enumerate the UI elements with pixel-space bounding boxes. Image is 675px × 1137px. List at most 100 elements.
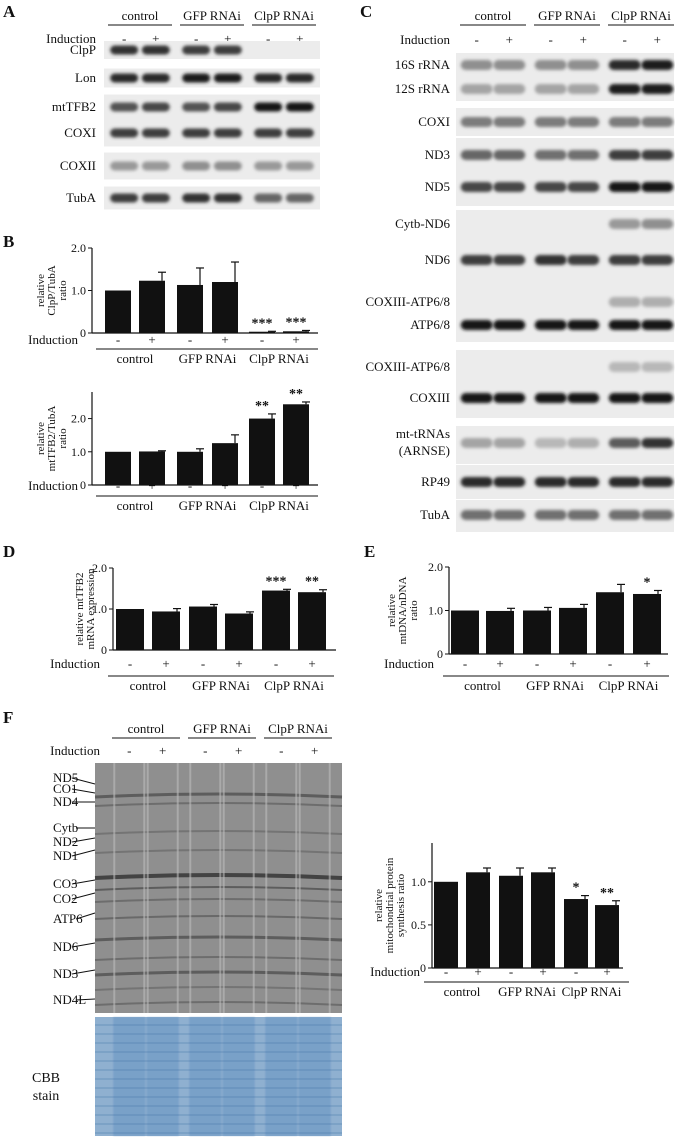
significance-label: *	[644, 575, 651, 590]
induction-sign: +	[292, 332, 299, 347]
induction-label: Induction	[28, 332, 78, 347]
induction-sign: +	[235, 743, 242, 758]
blot-A-2	[104, 94, 320, 120]
blot-band	[608, 84, 641, 94]
gel-label-pointer	[71, 777, 96, 785]
chart-E: 0 1.0 2.0 relative mtDNA/nDNA ratio *	[386, 560, 668, 661]
induction-sign: -	[188, 478, 192, 493]
induction-sign: +	[643, 656, 650, 671]
gel-label: ND6	[53, 939, 79, 954]
blot-band	[567, 438, 600, 448]
bar	[262, 590, 290, 650]
blot-band	[141, 102, 170, 112]
blot-C-2	[460, 117, 674, 127]
y-tick-label: 1.0	[71, 445, 86, 459]
bar	[283, 331, 309, 333]
blot-A-3	[104, 119, 320, 147]
blot-band	[141, 128, 170, 138]
group-label-B-bottom: control	[117, 498, 154, 513]
y-tick-label: 1.0	[92, 602, 107, 616]
blot-band	[641, 150, 674, 160]
gel-band	[94, 915, 343, 920]
blot-label: TubA	[420, 507, 450, 522]
induction-sign: -	[274, 656, 278, 671]
blot-band	[182, 161, 211, 171]
induction-sign: -	[266, 31, 270, 46]
blot-label: ATP6/8	[410, 317, 450, 332]
induction-sign: +	[496, 656, 503, 671]
blot-band	[141, 45, 170, 55]
blot-label: Lon	[75, 70, 96, 85]
induction-sign: +	[235, 656, 242, 671]
y-tick-label: 2.0	[71, 241, 86, 255]
bar	[116, 609, 144, 650]
blot-label: Cytb-ND6	[395, 216, 450, 231]
induction-sign: +	[292, 478, 299, 493]
y-axis-label: mRNA expression	[85, 568, 97, 649]
blot-label: (ARNSE)	[399, 443, 450, 458]
bar	[139, 451, 165, 485]
y-axis-label: synthesis ratio	[395, 873, 407, 937]
blot-band	[641, 84, 674, 94]
blot-C-7	[608, 297, 674, 307]
gel-label-pointer	[71, 879, 96, 885]
panel-letter: D	[3, 542, 15, 561]
induction-sign: +	[654, 32, 661, 47]
blot-band	[534, 182, 567, 192]
y-axis-label: mitochondrial protein	[384, 857, 396, 953]
blot-label: ND6	[425, 252, 451, 267]
y-tick-label: 0	[420, 961, 426, 975]
gel-lane-edge	[146, 763, 149, 1013]
gel-band	[94, 849, 343, 854]
group-label-0: control	[122, 8, 159, 23]
y-tick-label: 2.0	[71, 412, 86, 426]
blot-band	[141, 193, 170, 203]
blot-band	[110, 128, 139, 138]
blot-band	[493, 510, 526, 520]
stain-lane	[113, 1017, 146, 1136]
bar	[434, 881, 458, 968]
group-label-B-bottom: GFP RNAi	[179, 498, 237, 513]
stain-lane	[222, 1017, 255, 1136]
blot-label: ND3	[425, 147, 450, 162]
blot-label: 12S rRNA	[395, 81, 451, 96]
blot-band	[110, 193, 139, 203]
blot-band	[460, 510, 493, 520]
blot-band	[213, 193, 242, 203]
y-axis-label: relative	[373, 889, 385, 922]
bar	[531, 872, 555, 968]
induction-sign: -	[116, 332, 120, 347]
blot-band	[567, 117, 600, 127]
induction-label: Induction	[28, 478, 78, 493]
gel-label: ND2	[53, 834, 78, 849]
bar	[595, 905, 619, 968]
induction-sign: +	[148, 332, 155, 347]
gel-lane-edge	[295, 763, 298, 1013]
y-axis-label: ratio	[408, 600, 420, 621]
blot-band	[254, 161, 283, 171]
blot-band	[567, 150, 600, 160]
induction-sign: -	[463, 656, 467, 671]
blot-band	[182, 102, 211, 112]
y-axis-label: relative mtTFB2	[74, 572, 86, 645]
blot-band	[641, 219, 674, 229]
chart-F: 0 0.5 1.0 relative mitochondrial protein synt…	[373, 843, 623, 975]
induction-sign: -	[201, 656, 205, 671]
significance-label: **	[289, 387, 303, 402]
induction-sign: -	[535, 656, 539, 671]
bar	[486, 610, 514, 654]
blot-band	[534, 150, 567, 160]
gel-lane-edge	[298, 763, 301, 1013]
blot-band	[141, 73, 170, 83]
blot-band	[493, 182, 526, 192]
gel-label: ND3	[53, 966, 78, 981]
stain-lane	[189, 1017, 222, 1136]
group-label-E: ClpP RNAi	[599, 678, 659, 693]
blot-label: ClpP	[70, 42, 96, 57]
gel-label: CO1	[53, 781, 78, 796]
chart-B-top: 0 1.0 2.0 relative ClpP/TubA ratio *** ***	[35, 241, 318, 340]
gel-label-pointer	[71, 969, 96, 975]
induction-sign: +	[152, 31, 159, 46]
group-label-F: ClpP RNAi	[562, 984, 622, 999]
